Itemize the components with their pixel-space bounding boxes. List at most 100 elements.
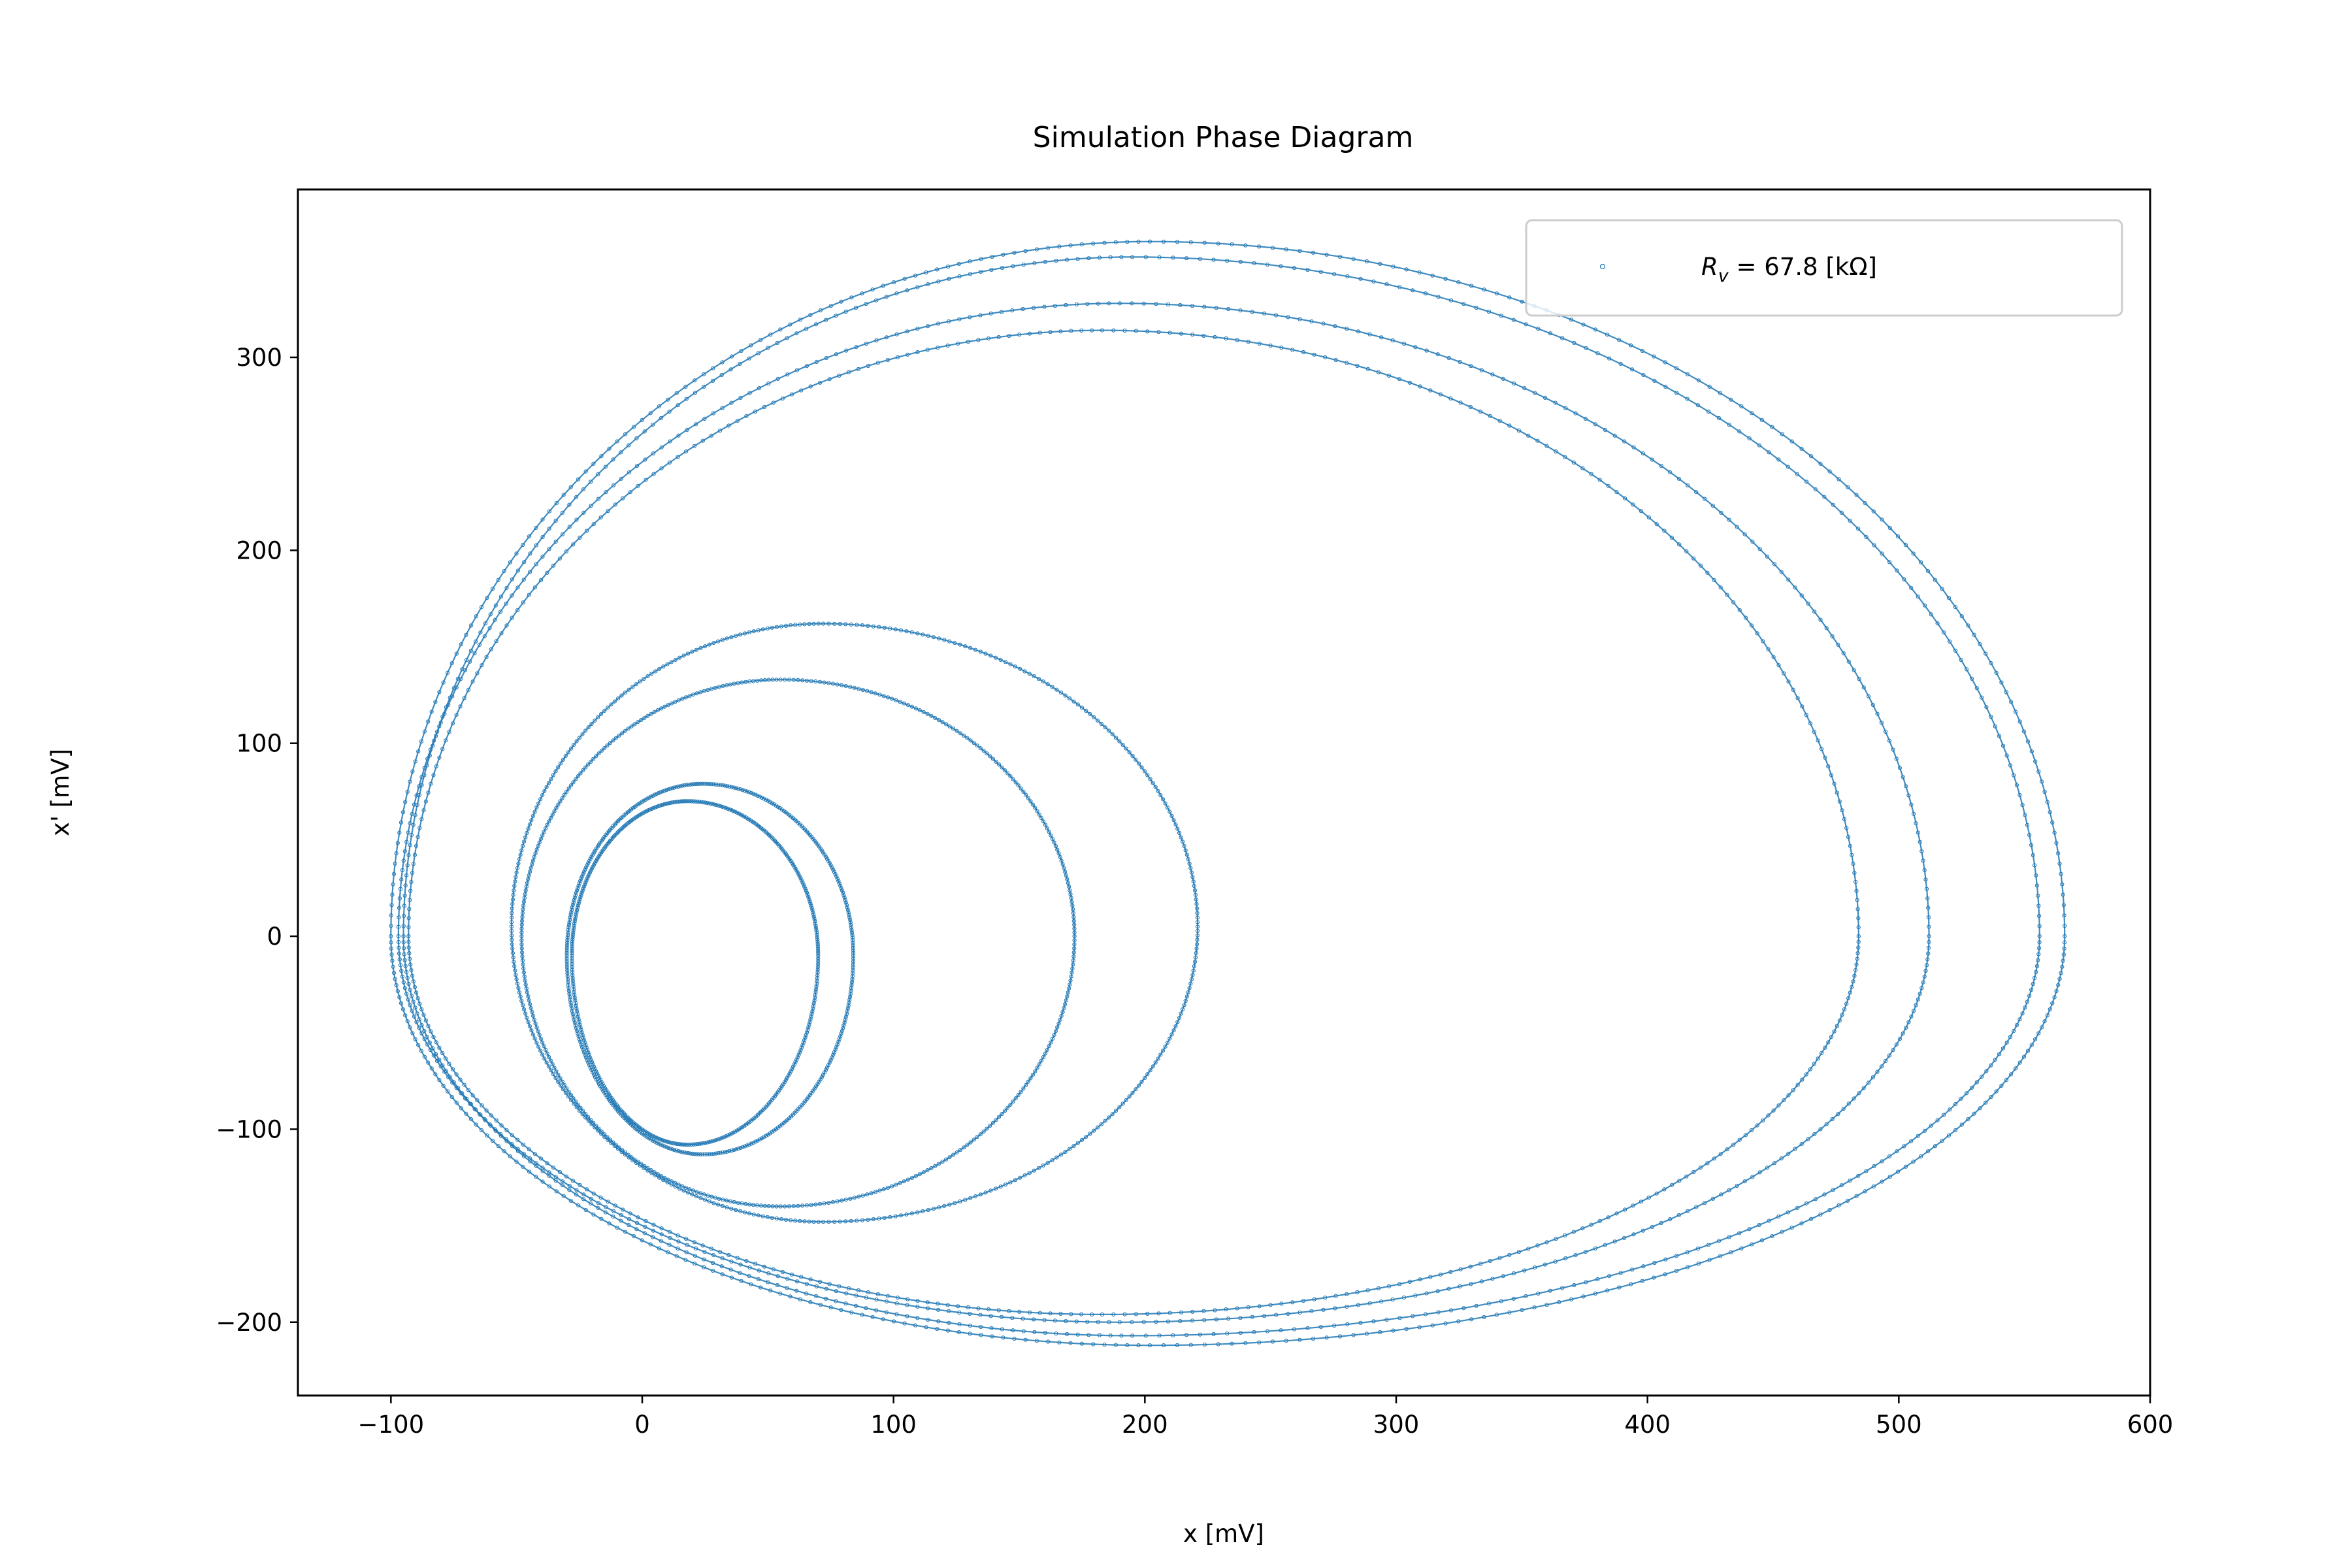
data-point [1000, 266, 1005, 270]
data-point [789, 1218, 793, 1222]
data-point [892, 1319, 896, 1324]
data-point [619, 476, 624, 481]
data-point [462, 696, 466, 700]
data-point [852, 685, 857, 690]
data-point [988, 1314, 993, 1318]
data-point [1056, 1021, 1061, 1026]
data-point [394, 983, 399, 987]
data-point [521, 904, 526, 908]
data-point [594, 1069, 598, 1073]
data-point [813, 679, 818, 684]
data-point [1148, 1068, 1152, 1073]
data-point [968, 1140, 973, 1145]
data-point [1428, 1275, 1433, 1279]
data-point [1067, 885, 1071, 889]
data-point [570, 973, 575, 977]
data-point [619, 1213, 624, 1218]
data-point [2008, 763, 2013, 768]
data-point [570, 959, 574, 964]
data-point [394, 851, 399, 856]
data-point [1654, 1191, 1659, 1196]
data-point [1597, 1218, 1602, 1224]
data-point [700, 438, 705, 443]
data-point [522, 560, 527, 564]
data-point [734, 1147, 738, 1152]
data-point [847, 1286, 851, 1291]
data-point [813, 923, 818, 928]
x-tick-label: 300 [1373, 1411, 1420, 1439]
data-point [1127, 750, 1132, 755]
data-point [1595, 351, 1600, 355]
data-point [968, 1196, 973, 1200]
data-point [1107, 728, 1111, 733]
data-point [1818, 1127, 1823, 1132]
data-point [716, 803, 721, 808]
data-point [567, 920, 572, 924]
data-point [1571, 460, 1576, 465]
data-point [1048, 1311, 1053, 1316]
data-point [2059, 971, 2063, 975]
data-point [1033, 1069, 1037, 1073]
data-point [1072, 942, 1077, 947]
data-point [843, 1198, 848, 1202]
data-point [809, 906, 814, 910]
data-point [1850, 853, 1854, 857]
data-point [840, 1028, 845, 1034]
data-point [915, 327, 920, 331]
data-point [1355, 1290, 1360, 1295]
data-point [1075, 257, 1080, 261]
data-point [791, 1204, 796, 1209]
chart-title: Simulation Phase Diagram [1033, 121, 1414, 154]
data-point [1922, 603, 1927, 608]
data-point [596, 715, 600, 719]
data-point [1607, 356, 1612, 361]
data-point [871, 624, 876, 629]
data-point [523, 888, 528, 893]
data-point [947, 319, 951, 323]
data-point [851, 940, 855, 945]
data-point [823, 855, 828, 859]
data-point [956, 261, 961, 266]
data-point [968, 645, 973, 651]
data-point [1841, 1107, 1846, 1111]
data-point [470, 679, 475, 684]
data-point [1942, 1113, 1946, 1117]
data-point [776, 376, 780, 382]
data-point [899, 628, 904, 632]
data-point [1786, 1210, 1790, 1215]
data-point [1737, 429, 1742, 434]
data-point [1049, 833, 1053, 838]
data-point [571, 930, 576, 935]
data-point [1050, 685, 1054, 689]
data-point [573, 1001, 578, 1005]
data-point [1021, 262, 1026, 267]
data-point [1030, 802, 1036, 807]
data-point [1536, 327, 1541, 331]
data-point [1054, 1155, 1059, 1160]
data-point [1875, 711, 1880, 716]
data-point [591, 853, 595, 857]
data-point [1927, 939, 1931, 945]
data-point [408, 821, 412, 826]
data-point [574, 890, 579, 895]
data-point [835, 1042, 840, 1047]
data-point [1279, 1328, 1283, 1333]
data-point [1019, 786, 1023, 791]
data-point [841, 890, 845, 895]
data-point [683, 695, 688, 700]
data-point [860, 623, 865, 628]
data-point [1462, 1306, 1466, 1311]
data-point [573, 917, 578, 921]
data-point [567, 1188, 572, 1192]
data-point [576, 904, 580, 908]
data-point [1292, 1327, 1297, 1331]
data-point [702, 384, 706, 389]
data-point [712, 1138, 717, 1143]
data-point [1837, 477, 1841, 482]
data-point [807, 1219, 811, 1224]
data-point [1030, 1073, 1036, 1077]
data-point [513, 879, 517, 884]
data-point [708, 1139, 713, 1144]
data-point [684, 397, 689, 401]
data-point [409, 968, 414, 973]
